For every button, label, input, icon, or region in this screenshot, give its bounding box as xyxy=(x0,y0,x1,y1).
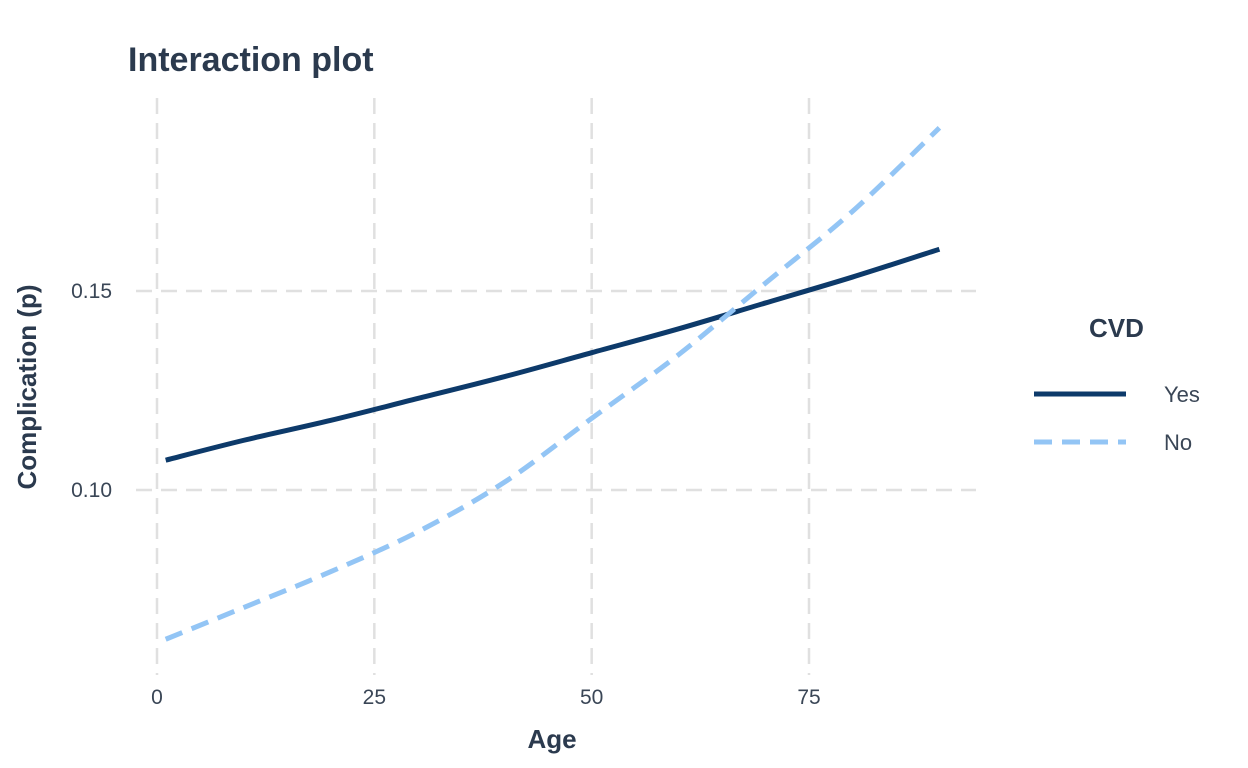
legend-title: CVD xyxy=(1089,313,1144,343)
x-axis-title: Age xyxy=(527,724,576,754)
legend-label-no: No xyxy=(1164,430,1192,455)
y-tick-label: 0.15 xyxy=(71,280,112,303)
chart-title: Interaction plot xyxy=(128,41,374,79)
legend-label-yes: Yes xyxy=(1164,382,1200,407)
axis-ticks: 0 25 50 75 0.10 0.15 xyxy=(71,280,821,709)
gridlines xyxy=(136,98,976,675)
series-lines xyxy=(164,126,942,642)
x-tick-label: 50 xyxy=(580,686,603,709)
series-line-yes xyxy=(165,246,941,463)
x-tick-label: 0 xyxy=(151,686,163,709)
y-axis-title: Complication (p) xyxy=(12,284,42,489)
y-tick-label: 0.10 xyxy=(71,479,112,502)
x-tick-label: 75 xyxy=(797,686,820,709)
series-line-no xyxy=(164,126,942,642)
legend: CVD Yes No xyxy=(1034,313,1200,455)
x-tick-label: 25 xyxy=(363,686,386,709)
